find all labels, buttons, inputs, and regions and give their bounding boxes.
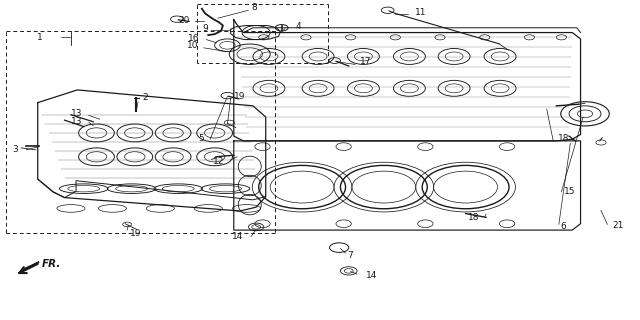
- Text: 15: 15: [564, 188, 575, 196]
- Text: 19: 19: [234, 92, 245, 101]
- Text: 12: 12: [213, 157, 224, 166]
- Text: FR.: FR.: [42, 259, 61, 268]
- Text: 20: 20: [179, 16, 189, 25]
- Text: 16: 16: [188, 34, 200, 43]
- Text: 3: 3: [12, 145, 18, 154]
- Polygon shape: [19, 262, 39, 273]
- Text: 19: 19: [130, 229, 141, 238]
- Text: 14: 14: [366, 271, 378, 280]
- Text: 17: 17: [360, 57, 371, 66]
- Text: 11: 11: [415, 8, 426, 17]
- Text: 21: 21: [612, 221, 624, 230]
- Text: 14: 14: [232, 232, 243, 241]
- Text: 4: 4: [296, 22, 301, 31]
- Text: 18: 18: [468, 213, 479, 222]
- Text: 2: 2: [143, 93, 148, 102]
- Text: 9: 9: [202, 24, 208, 33]
- Text: 1: 1: [37, 33, 43, 42]
- Text: 18: 18: [557, 134, 569, 143]
- Text: 10: 10: [187, 41, 198, 51]
- Text: 7: 7: [348, 251, 353, 260]
- Text: 8: 8: [251, 3, 257, 12]
- Text: 6: 6: [561, 222, 566, 231]
- Text: 13: 13: [71, 116, 83, 126]
- Text: 13: 13: [71, 109, 83, 118]
- Text: 5: 5: [198, 134, 204, 143]
